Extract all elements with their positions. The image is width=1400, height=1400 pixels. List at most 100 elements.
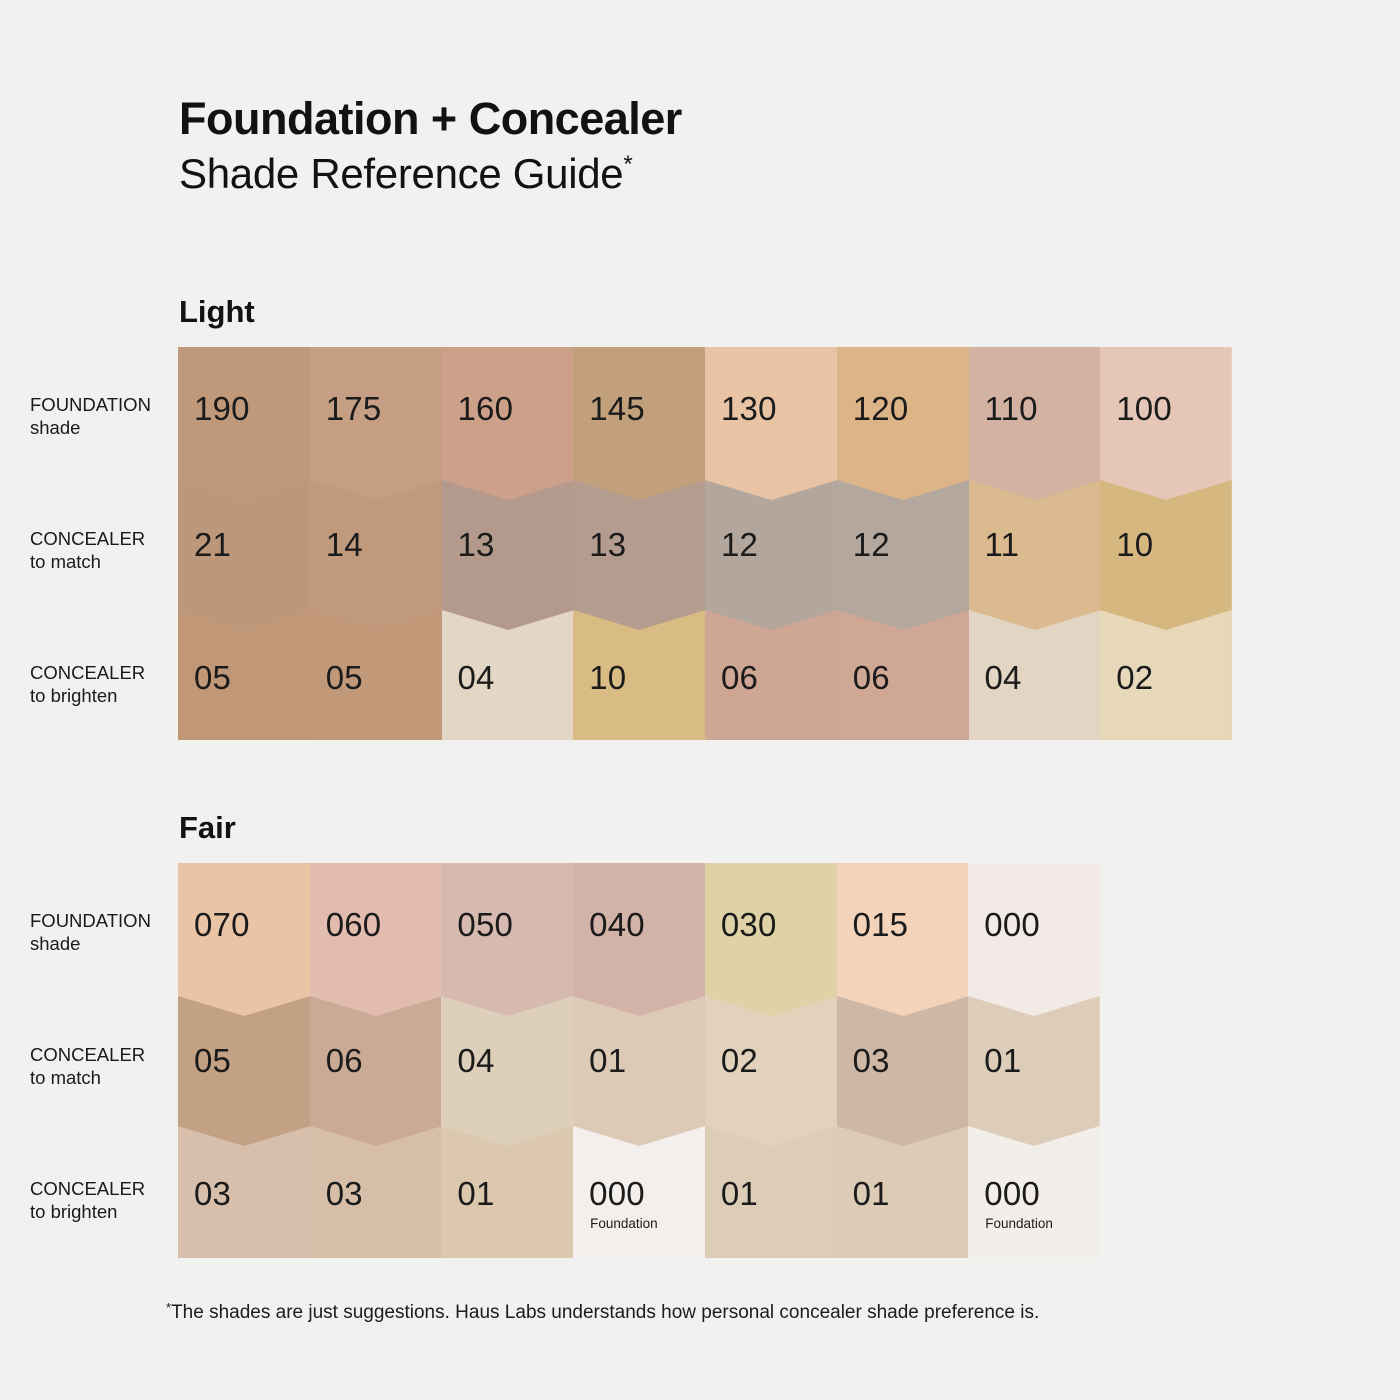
footnote-text: The shades are just suggestions. Haus La… — [171, 1302, 1040, 1323]
row-label-line: to brighten — [30, 1201, 118, 1222]
shade-number: 130 — [721, 390, 777, 427]
row-label-line: FOUNDATION — [30, 910, 151, 931]
row-label-line: shade — [30, 417, 81, 438]
title-line-1: Foundation + Concealer — [179, 93, 682, 144]
shade-number: 06 — [325, 1042, 363, 1079]
shade-number: 000 — [984, 1175, 1040, 1212]
shade-number: 190 — [194, 390, 250, 427]
shade-swatch-shapes — [1100, 347, 1232, 740]
shade-number: 070 — [194, 906, 250, 943]
fair-shade-grid: 070 05 03 060 06 03 050 04 01 040 01 000 Foundation 0… — [178, 863, 1100, 1258]
shade-number: 01 — [852, 1175, 890, 1212]
shade-number: 10 — [1116, 526, 1154, 563]
shade-column-fair-060: 060 06 03 — [309, 863, 443, 1258]
shade-swatch-shapes — [178, 863, 311, 1258]
shade-swatch-shapes — [309, 347, 443, 740]
shade-swatch-shapes — [309, 863, 443, 1258]
row-label-concealer-brighten: CONCEALER to brighten — [30, 1177, 145, 1223]
shade-swatch-shapes — [836, 863, 970, 1258]
row-label-line: to match — [30, 551, 101, 572]
section-fair: Fair FOUNDATION shade CONCEALER to match… — [0, 809, 1400, 1259]
shade-number: 01 — [589, 1042, 627, 1079]
footnote-asterisk: * — [166, 1300, 172, 1315]
row-label-line: CONCEALER — [30, 1044, 146, 1065]
subtitle-text: Shade Reference Guide — [179, 150, 624, 197]
shade-column-fair-000: 000 01 000 Foundation — [968, 863, 1100, 1258]
shade-number: 13 — [589, 526, 627, 563]
light-shade-grid: 190 21 05 175 14 05 160 13 04 145 13 10 130 12 06 120 12… — [178, 347, 1232, 740]
row-label-line: CONCEALER — [30, 528, 146, 549]
shade-number: 120 — [852, 390, 909, 427]
shade-swatch-shapes — [178, 347, 311, 740]
row-label-concealer-brighten: CONCEALER to brighten — [30, 661, 145, 707]
shade-number: 02 — [1116, 659, 1154, 696]
shade-number: 04 — [457, 659, 495, 696]
shade-column-light-145: 145 13 10 — [573, 347, 706, 740]
shade-column-fair-015: 015 03 01 — [836, 863, 970, 1258]
shade-number: 05 — [325, 659, 363, 696]
row-label-concealer-match: CONCEALER to match — [30, 1043, 145, 1089]
shade-number: 12 — [721, 526, 759, 563]
shade-swatch-shapes — [704, 863, 838, 1258]
row-label-line: to match — [30, 1067, 101, 1088]
shade-column-fair-030: 030 02 01 — [704, 863, 838, 1258]
shade-number: 110 — [984, 390, 1038, 427]
shade-number: 03 — [325, 1175, 363, 1212]
shade-number: 01 — [984, 1042, 1022, 1079]
shade-swatch-shapes — [705, 347, 838, 740]
shade-number: 03 — [194, 1175, 232, 1212]
shade-number: 04 — [457, 1042, 495, 1079]
shade-number: 000 — [984, 906, 1040, 943]
shade-number: 015 — [852, 906, 909, 943]
shade-number: 050 — [457, 906, 514, 943]
shade-sublabel: Foundation — [985, 1216, 1053, 1231]
row-label-line: shade — [30, 933, 81, 954]
page-title: Foundation + Concealer Shade Reference G… — [179, 90, 682, 207]
shade-number: 030 — [720, 906, 777, 943]
shade-column-light-175: 175 14 05 — [309, 347, 443, 740]
shade-number: 160 — [457, 390, 514, 427]
row-label-line: CONCEALER — [30, 1178, 146, 1199]
row-label-foundation-shade: FOUNDATION shade — [30, 393, 151, 439]
shade-number: 14 — [325, 526, 363, 563]
shade-swatch-shapes — [836, 347, 970, 740]
shade-column-light-130: 130 12 06 — [705, 347, 838, 740]
shade-number: 100 — [1116, 390, 1172, 427]
shade-column-light-100: 100 10 02 — [1100, 347, 1232, 740]
shade-number: 11 — [984, 526, 1020, 563]
shade-swatch-shapes — [573, 863, 706, 1258]
shade-swatch-shapes — [441, 863, 574, 1258]
shade-column-light-120: 120 12 06 — [836, 347, 970, 740]
shade-number: 03 — [852, 1042, 890, 1079]
row-label-line: FOUNDATION — [30, 394, 151, 415]
shade-number: 02 — [720, 1042, 758, 1079]
shade-swatch-shapes — [968, 863, 1100, 1258]
title-line-2: Shade Reference Guide* — [179, 148, 682, 207]
shade-number: 04 — [984, 659, 1022, 696]
shade-column-light-160: 160 13 04 — [441, 347, 575, 740]
shade-number: 05 — [194, 1042, 232, 1079]
shade-sublabel: Foundation — [590, 1216, 658, 1231]
footnote: *The shades are just suggestions. Haus L… — [166, 1300, 1040, 1326]
shade-number: 21 — [194, 526, 232, 563]
shade-swatch-shapes — [573, 347, 706, 740]
section-heading-fair: Fair — [179, 810, 236, 845]
shade-number: 145 — [589, 390, 645, 427]
shade-number: 01 — [457, 1175, 495, 1212]
shade-number: 13 — [457, 526, 495, 563]
shade-number: 06 — [852, 659, 890, 696]
asterisk-mark: * — [623, 151, 633, 178]
shade-column-light-190: 190 21 05 — [178, 347, 311, 740]
shade-number: 10 — [589, 659, 627, 696]
shade-number: 05 — [194, 659, 232, 696]
shade-number: 000 — [589, 1175, 645, 1212]
shade-column-fair-040: 040 01 000 Foundation — [573, 863, 706, 1258]
shade-column-fair-070: 070 05 03 — [178, 863, 311, 1258]
section-light: Light FOUNDATION shade CONCEALER to matc… — [0, 293, 1400, 740]
shade-number: 01 — [720, 1175, 758, 1212]
row-label-concealer-match: CONCEALER to match — [30, 527, 145, 573]
shade-number: 12 — [852, 526, 890, 563]
shade-number: 040 — [589, 906, 645, 943]
shade-number: 175 — [325, 390, 382, 427]
